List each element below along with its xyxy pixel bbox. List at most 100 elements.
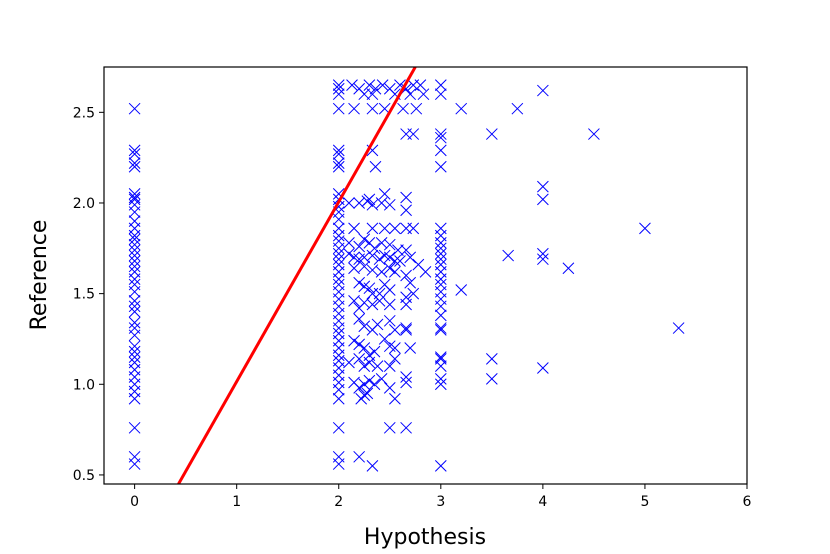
data-point bbox=[348, 262, 360, 275]
data-point bbox=[419, 266, 432, 278]
data-point bbox=[383, 360, 396, 373]
data-point bbox=[363, 356, 376, 369]
data-point bbox=[414, 79, 427, 91]
data-point bbox=[383, 198, 396, 211]
data-point bbox=[389, 324, 401, 336]
data-point bbox=[366, 249, 379, 262]
data-point bbox=[375, 197, 388, 209]
data-point bbox=[128, 144, 141, 157]
data-point bbox=[332, 253, 345, 266]
data-point bbox=[332, 79, 345, 91]
data-point bbox=[128, 193, 141, 206]
data-point bbox=[343, 237, 355, 249]
data-point bbox=[128, 102, 141, 115]
data-point bbox=[343, 247, 355, 260]
data-point bbox=[434, 309, 447, 322]
data-point bbox=[128, 305, 141, 318]
data-point bbox=[389, 353, 401, 365]
data-point bbox=[358, 233, 371, 246]
data-point bbox=[128, 260, 141, 273]
data-point bbox=[332, 242, 345, 255]
x-tick-label: 0 bbox=[130, 494, 139, 510]
data-point bbox=[363, 374, 376, 387]
data-point bbox=[363, 79, 376, 91]
data-point bbox=[358, 378, 371, 391]
data-point bbox=[368, 378, 381, 391]
data-point bbox=[332, 458, 345, 470]
data-point bbox=[434, 237, 447, 249]
data-point bbox=[128, 244, 141, 256]
reference-line-group bbox=[177, 67, 417, 484]
y-tick-label: 2.0 bbox=[73, 196, 95, 212]
data-point bbox=[128, 273, 141, 285]
plot-area bbox=[103, 66, 748, 485]
data-point bbox=[363, 282, 376, 295]
data-point bbox=[358, 260, 371, 273]
data-point bbox=[358, 389, 371, 402]
data-point bbox=[404, 276, 417, 289]
data-point bbox=[397, 102, 409, 115]
data-point bbox=[358, 360, 371, 373]
data-point bbox=[368, 345, 381, 358]
data-point bbox=[373, 295, 386, 307]
data-point bbox=[371, 360, 384, 373]
data-point bbox=[434, 131, 447, 144]
data-point bbox=[128, 160, 141, 173]
data-point bbox=[128, 329, 141, 342]
data-point bbox=[389, 222, 401, 235]
data-point bbox=[128, 300, 141, 313]
data-point bbox=[332, 247, 345, 260]
y-axis-label: Reference bbox=[27, 220, 52, 331]
data-point bbox=[343, 356, 355, 369]
data-point bbox=[332, 383, 345, 396]
data-point bbox=[343, 197, 355, 209]
data-point bbox=[672, 322, 685, 334]
data-point bbox=[358, 320, 371, 333]
data-point bbox=[537, 84, 549, 97]
data-point bbox=[434, 322, 447, 334]
data-point bbox=[373, 253, 386, 266]
data-point bbox=[434, 253, 447, 266]
data-point bbox=[485, 372, 498, 385]
data-point bbox=[434, 351, 447, 363]
data-point bbox=[371, 318, 384, 331]
data-point bbox=[358, 296, 371, 309]
data-point bbox=[434, 360, 447, 373]
data-point bbox=[389, 266, 401, 278]
data-point bbox=[369, 82, 382, 95]
data-point bbox=[400, 269, 412, 282]
data-point bbox=[502, 249, 515, 262]
data-point bbox=[348, 102, 360, 115]
data-point bbox=[389, 392, 401, 405]
data-point bbox=[332, 273, 345, 285]
data-point bbox=[363, 193, 376, 206]
data-point bbox=[128, 421, 141, 434]
data-point bbox=[434, 247, 447, 260]
data-point bbox=[417, 88, 430, 101]
data-point bbox=[400, 376, 412, 389]
data-point bbox=[128, 316, 141, 329]
data-point bbox=[128, 148, 141, 160]
data-point bbox=[434, 242, 447, 255]
data-point bbox=[383, 382, 396, 394]
data-point bbox=[434, 273, 447, 285]
data-point bbox=[332, 160, 345, 173]
data-point bbox=[383, 298, 396, 311]
data-point bbox=[400, 322, 412, 334]
data-point bbox=[485, 353, 498, 365]
data-point bbox=[332, 392, 345, 405]
data-point bbox=[353, 450, 366, 463]
x-axis-label: Hypothesis bbox=[364, 525, 486, 550]
data-point bbox=[639, 222, 651, 235]
data-point bbox=[434, 128, 447, 140]
data-point bbox=[332, 102, 345, 115]
data-point bbox=[353, 313, 366, 325]
y-tick-label: 1.0 bbox=[73, 377, 95, 393]
data-point bbox=[366, 222, 379, 235]
data-point bbox=[383, 421, 396, 434]
data-point bbox=[537, 253, 549, 266]
data-point bbox=[353, 338, 366, 351]
data-point bbox=[332, 144, 345, 157]
data-point bbox=[400, 204, 412, 217]
